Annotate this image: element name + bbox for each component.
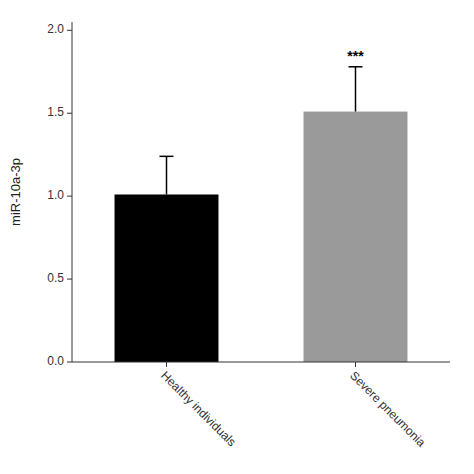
y-axis-line xyxy=(72,22,73,362)
y-tick xyxy=(67,113,72,114)
y-tick xyxy=(67,279,72,280)
y-tick xyxy=(67,196,72,197)
x-tick xyxy=(166,362,167,367)
y-tick-label: 0.5 xyxy=(47,271,64,285)
x-axis-line xyxy=(72,362,450,363)
x-tick-label: Severe pneumonia xyxy=(347,368,428,449)
error-bar-cap xyxy=(349,66,363,68)
y-tick-label: 2.0 xyxy=(47,22,64,36)
y-tick-label: 1.0 xyxy=(47,188,64,202)
error-bar xyxy=(349,67,363,112)
chart-container: 0.0 0.5 1.0 1.5 2.0 miR-10a-3p *** Healthy indi… xyxy=(0,0,474,474)
error-bar-cap xyxy=(160,156,174,158)
x-tick-label: Healthy individuals xyxy=(158,368,239,449)
y-tick xyxy=(67,362,72,363)
significance-marker: *** xyxy=(347,48,364,64)
y-tick-label: 1.5 xyxy=(47,105,64,119)
x-axis: Healthy individuals Severe pneumonia xyxy=(72,362,450,450)
y-axis: 0.0 0.5 1.0 1.5 2.0 xyxy=(47,22,72,368)
chart-svg: 0.0 0.5 1.0 1.5 2.0 miR-10a-3p *** Healthy indi… xyxy=(0,0,474,474)
y-tick-label: 0.0 xyxy=(47,354,64,368)
error-bar-stem xyxy=(166,156,168,194)
error-bar-stem xyxy=(355,67,357,112)
error-bar xyxy=(160,156,174,194)
x-tick xyxy=(355,362,356,367)
y-axis-label: miR-10a-3p xyxy=(8,158,23,226)
bar xyxy=(304,112,408,362)
y-tick xyxy=(67,30,72,31)
plot-area xyxy=(115,67,408,362)
bar xyxy=(115,194,219,362)
